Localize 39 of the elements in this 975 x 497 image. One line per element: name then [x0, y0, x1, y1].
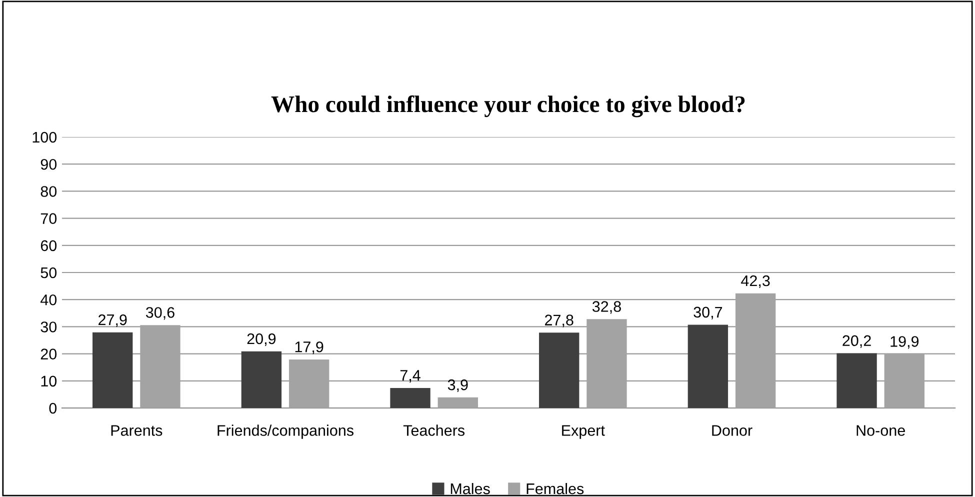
bar	[390, 388, 430, 408]
y-tick-label: 70	[40, 213, 57, 224]
y-tick-label: 30	[40, 322, 57, 332]
y-tick-label: 90	[40, 158, 57, 170]
bar	[92, 332, 133, 408]
data-label: 32,8	[592, 301, 621, 314]
chart-title: Who could influence your choice to give blood?	[271, 95, 745, 118]
legend-label: Males	[450, 482, 490, 494]
data-label: 7,4	[400, 370, 420, 383]
data-label: 3,9	[448, 379, 468, 392]
data-label: 42,3	[741, 275, 770, 288]
data-label: 20,9	[247, 333, 276, 346]
y-tick-label: 0	[49, 402, 57, 414]
x-tick-label: Parents	[111, 425, 162, 436]
data-label: 30,7	[694, 306, 722, 320]
y-tick-label: 50	[40, 267, 57, 278]
bar	[241, 351, 282, 408]
y-tick-label: 20	[40, 348, 57, 360]
x-tick-label: Expert	[562, 425, 605, 439]
x-tick-label: No-one	[856, 425, 905, 436]
data-label: 30,6	[146, 307, 174, 320]
x-tick-label: Donor	[712, 425, 752, 436]
y-tick-label: 10	[41, 376, 57, 387]
x-tick-label: Teachers	[403, 424, 465, 436]
legend-label: Females	[526, 482, 584, 494]
y-tick-label: 60	[40, 240, 57, 252]
data-label: 27,8	[545, 314, 574, 328]
y-tick-label: 80	[40, 186, 57, 197]
y-tick-label: 40	[40, 294, 57, 306]
x-tick-label: Friends/companions	[218, 424, 354, 439]
bar	[688, 324, 728, 408]
data-label: 19,9	[890, 336, 919, 349]
data-label: 20,2	[842, 335, 871, 348]
bar	[836, 353, 877, 408]
y-tick-label: 100	[32, 132, 57, 143]
bar	[539, 332, 580, 408]
data-label: 17,9	[295, 341, 324, 354]
data-label: 27,9	[98, 314, 127, 328]
bar	[438, 397, 478, 408]
